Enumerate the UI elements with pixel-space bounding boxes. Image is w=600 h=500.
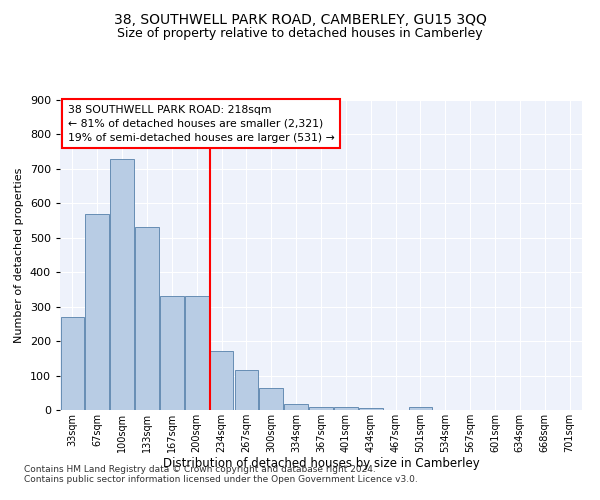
Bar [259,388,283,410]
Bar [185,296,209,410]
Bar [309,406,333,410]
Bar [61,317,84,410]
Bar [334,407,358,410]
Bar [160,296,184,410]
Bar [135,228,159,410]
Bar [210,352,233,410]
Text: Distribution of detached houses by size in Camberley: Distribution of detached houses by size … [163,458,479,470]
Bar [110,158,134,410]
Y-axis label: Number of detached properties: Number of detached properties [14,168,24,342]
Text: Contains HM Land Registry data © Crown copyright and database right 2024.: Contains HM Land Registry data © Crown c… [24,466,376,474]
Text: 38, SOUTHWELL PARK ROAD, CAMBERLEY, GU15 3QQ: 38, SOUTHWELL PARK ROAD, CAMBERLEY, GU15… [113,12,487,26]
Bar [85,214,109,410]
Bar [235,370,258,410]
Text: Contains public sector information licensed under the Open Government Licence v3: Contains public sector information licen… [24,476,418,484]
Text: Size of property relative to detached houses in Camberley: Size of property relative to detached ho… [117,28,483,40]
Bar [409,407,432,410]
Bar [359,408,383,410]
Text: 38 SOUTHWELL PARK ROAD: 218sqm
← 81% of detached houses are smaller (2,321)
19% : 38 SOUTHWELL PARK ROAD: 218sqm ← 81% of … [68,104,335,142]
Bar [284,404,308,410]
